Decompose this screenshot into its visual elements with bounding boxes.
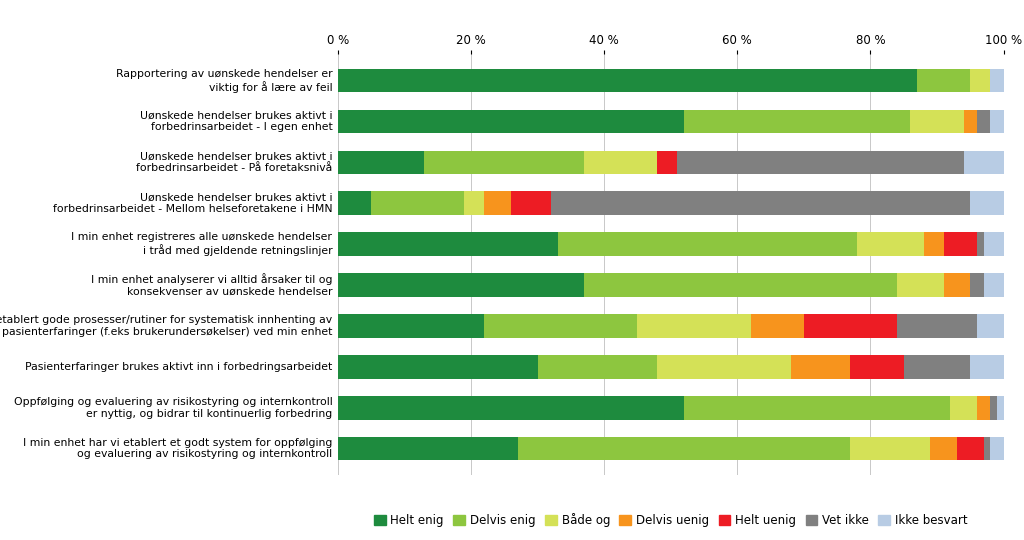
Bar xyxy=(678,151,964,174)
Bar xyxy=(944,273,971,297)
Bar xyxy=(924,232,943,256)
Bar xyxy=(657,151,677,174)
Bar xyxy=(903,355,970,379)
Bar xyxy=(964,110,977,133)
Bar xyxy=(983,437,990,461)
Bar xyxy=(338,396,684,420)
Bar xyxy=(996,396,1004,420)
Bar xyxy=(897,273,943,297)
Legend: Helt enig, Delvis enig, Både og, Delvis uenig, Helt uenig, Vet ikke, Ikke besvar: Helt enig, Delvis enig, Både og, Delvis … xyxy=(372,511,970,529)
Bar xyxy=(338,355,538,379)
Bar xyxy=(484,191,511,215)
Bar xyxy=(551,191,971,215)
Bar xyxy=(950,396,977,420)
Bar xyxy=(990,396,996,420)
Bar xyxy=(338,273,584,297)
Bar xyxy=(751,314,804,338)
Bar xyxy=(977,396,990,420)
Bar xyxy=(424,151,584,174)
Bar xyxy=(977,110,990,133)
Bar xyxy=(850,355,904,379)
Bar xyxy=(338,232,557,256)
Bar xyxy=(971,273,983,297)
Bar xyxy=(684,110,910,133)
Bar xyxy=(338,437,517,461)
Bar xyxy=(977,314,1004,338)
Bar xyxy=(804,314,897,338)
Bar xyxy=(684,396,950,420)
Bar xyxy=(910,110,964,133)
Bar xyxy=(338,110,684,133)
Bar xyxy=(338,314,484,338)
Bar xyxy=(956,437,983,461)
Bar xyxy=(465,191,484,215)
Bar xyxy=(977,232,983,256)
Bar xyxy=(990,69,1004,92)
Bar xyxy=(584,151,657,174)
Bar xyxy=(584,273,897,297)
Bar xyxy=(637,314,751,338)
Bar xyxy=(371,191,464,215)
Bar xyxy=(517,437,850,461)
Bar xyxy=(511,191,551,215)
Bar xyxy=(338,151,424,174)
Bar xyxy=(971,355,1004,379)
Bar xyxy=(791,355,850,379)
Bar xyxy=(990,437,1004,461)
Bar xyxy=(538,355,657,379)
Bar xyxy=(990,110,1004,133)
Bar xyxy=(338,191,371,215)
Bar xyxy=(897,314,977,338)
Bar xyxy=(850,437,930,461)
Bar xyxy=(983,273,1004,297)
Bar xyxy=(971,69,990,92)
Bar xyxy=(857,232,924,256)
Bar xyxy=(971,191,1004,215)
Bar xyxy=(983,232,1004,256)
Bar xyxy=(484,314,637,338)
Bar xyxy=(930,437,956,461)
Bar xyxy=(944,232,977,256)
Bar xyxy=(657,355,791,379)
Bar xyxy=(964,151,1004,174)
Bar xyxy=(918,69,971,92)
Bar xyxy=(338,69,918,92)
Bar xyxy=(557,232,857,256)
